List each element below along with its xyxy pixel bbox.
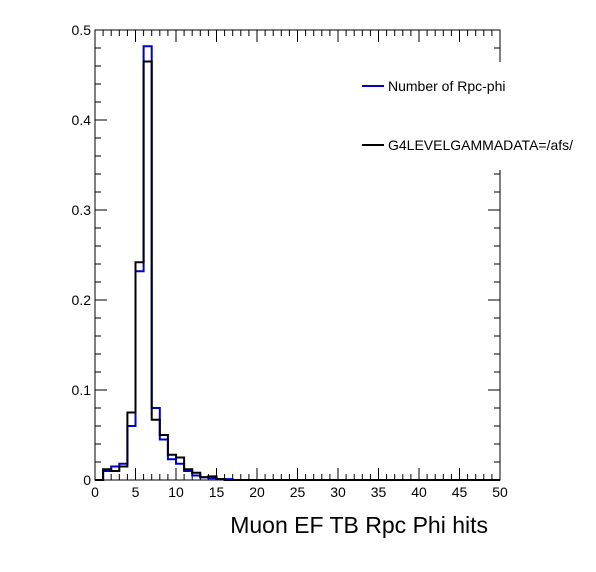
x-tick-label: 45 (452, 484, 468, 500)
y-tick-label: 0.2 (72, 292, 92, 308)
y-tick-label: 0.3 (72, 202, 92, 218)
series-layer (95, 45, 500, 481)
y-tick-label: 0.1 (72, 382, 92, 398)
legend: Number of Rpc-phi G4LEVELGAMMADATA=/afs/ (358, 62, 596, 170)
y-tick-label: 0.5 (72, 22, 92, 38)
x-tick-label: 20 (249, 484, 265, 500)
legend-entry-label: Number of Rpc-phi (388, 78, 506, 94)
x-tick-label: 30 (330, 484, 346, 500)
legend-box (358, 62, 596, 170)
series-2-step-line (95, 60, 500, 481)
x-axis-title: Muon EF TB Rpc Phi hits (230, 512, 488, 538)
x-tick-label: 10 (168, 484, 184, 500)
x-tick-label: 35 (371, 484, 387, 500)
legend-entry-label: G4LEVELGAMMADATA=/afs/ (388, 137, 573, 153)
x-tick-label: 40 (411, 484, 427, 500)
x-tick-label: 0 (91, 484, 99, 500)
y-tick-label: 0 (83, 472, 91, 488)
x-tick-label: 5 (132, 484, 140, 500)
y-tick-label: 0.4 (72, 112, 92, 128)
x-tick-label: 50 (492, 484, 508, 500)
x-tick-label: 15 (209, 484, 225, 500)
x-tick-label: 25 (290, 484, 306, 500)
